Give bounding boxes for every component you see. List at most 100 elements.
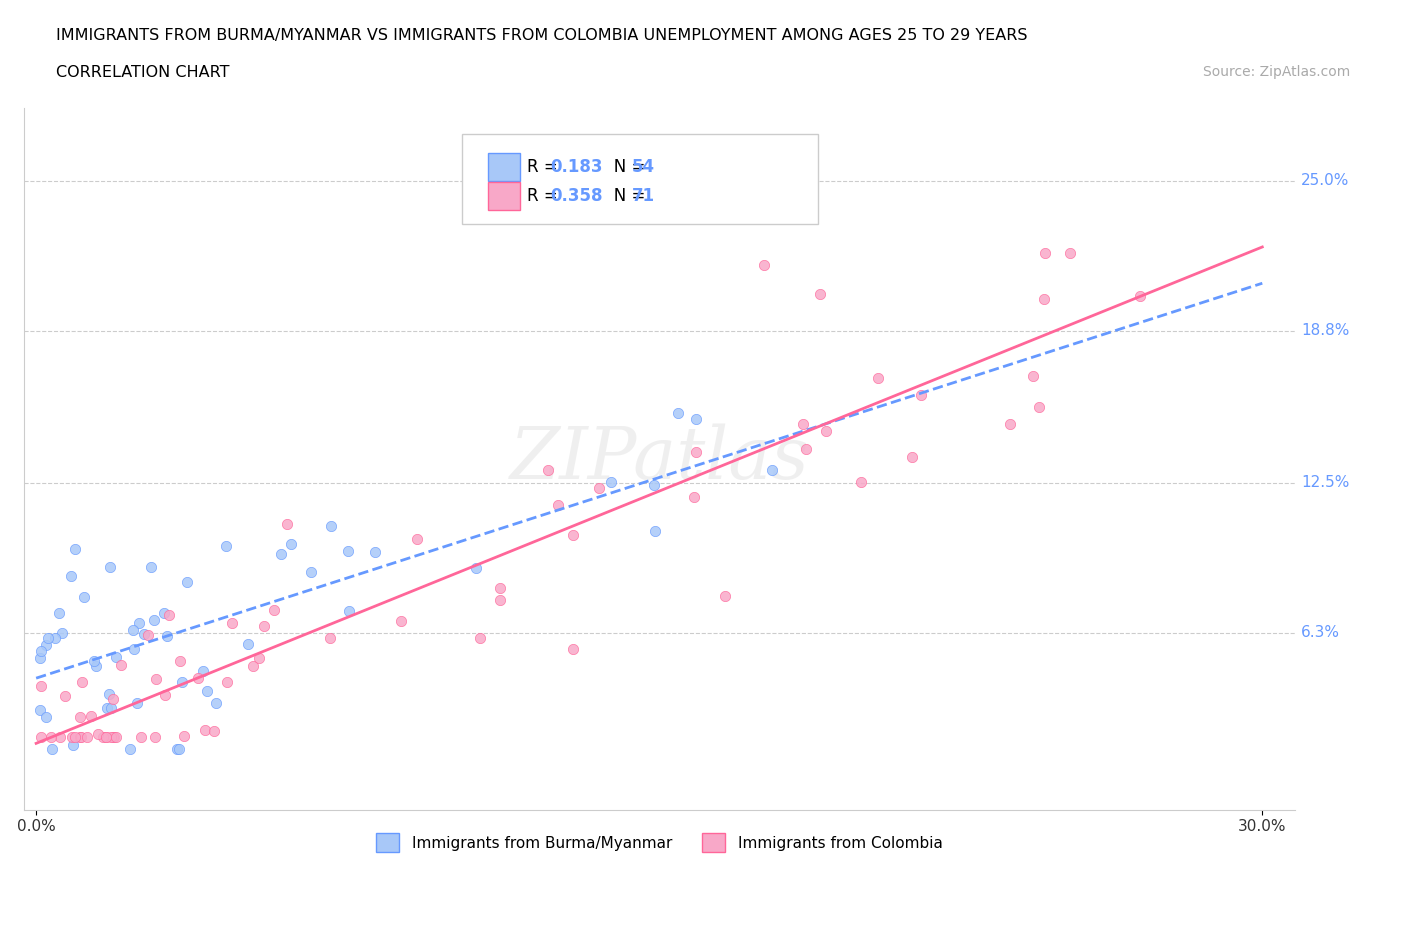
Point xyxy=(236,637,259,652)
Point xyxy=(41,741,63,756)
Point xyxy=(69,710,91,724)
Point xyxy=(547,498,569,512)
FancyBboxPatch shape xyxy=(488,153,520,181)
Point xyxy=(685,411,707,426)
Point xyxy=(100,700,122,715)
Point xyxy=(125,696,148,711)
Point xyxy=(389,614,412,629)
Text: ZIPatlas: ZIPatlas xyxy=(509,423,810,494)
Point xyxy=(465,561,488,576)
Point xyxy=(139,560,162,575)
Point xyxy=(96,700,118,715)
Point xyxy=(53,689,76,704)
Text: CORRELATION CHART: CORRELATION CHART xyxy=(56,65,229,80)
Point xyxy=(30,650,52,665)
Point xyxy=(153,605,176,620)
Point xyxy=(60,729,83,744)
Point xyxy=(253,618,276,633)
FancyBboxPatch shape xyxy=(488,182,520,210)
Point xyxy=(44,631,66,645)
Point xyxy=(69,729,91,744)
Point xyxy=(280,537,302,551)
Point xyxy=(810,286,832,301)
Point xyxy=(100,729,122,744)
Point xyxy=(157,607,180,622)
Point xyxy=(761,463,783,478)
Point xyxy=(666,405,689,420)
Point xyxy=(176,574,198,589)
Point xyxy=(276,517,298,532)
Text: 0.358: 0.358 xyxy=(550,188,603,206)
FancyBboxPatch shape xyxy=(463,134,818,224)
Point xyxy=(62,738,84,753)
Point xyxy=(110,658,132,672)
Point xyxy=(792,417,814,432)
Point xyxy=(195,684,218,698)
Point xyxy=(94,729,117,744)
Point xyxy=(156,629,179,644)
Point xyxy=(901,449,924,464)
Point xyxy=(30,678,52,693)
Point xyxy=(173,728,195,743)
Point xyxy=(1032,291,1054,306)
Point xyxy=(143,729,166,744)
Point xyxy=(30,729,52,744)
Point xyxy=(60,569,83,584)
Point xyxy=(339,604,361,618)
Point xyxy=(87,726,110,741)
Point xyxy=(98,559,121,574)
Point xyxy=(468,631,491,645)
Text: IMMIGRANTS FROM BURMA/MYANMAR VS IMMIGRANTS FROM COLOMBIA UNEMPLOYMENT AMONG AGE: IMMIGRANTS FROM BURMA/MYANMAR VS IMMIGRA… xyxy=(56,28,1028,43)
Point xyxy=(205,696,228,711)
Point xyxy=(537,462,560,477)
Point xyxy=(910,388,932,403)
Point xyxy=(1028,399,1050,414)
Point xyxy=(187,671,209,685)
Point xyxy=(128,616,150,631)
Point xyxy=(169,653,191,668)
Point xyxy=(215,538,238,553)
Point xyxy=(98,687,121,702)
Point xyxy=(91,729,114,744)
Point xyxy=(242,658,264,673)
Point xyxy=(49,729,72,744)
Point xyxy=(94,729,117,744)
Point xyxy=(41,729,63,744)
Point xyxy=(153,687,176,702)
Point xyxy=(562,641,585,656)
Point xyxy=(73,590,96,604)
Point xyxy=(194,723,217,737)
Point xyxy=(124,641,146,656)
Point xyxy=(63,729,86,744)
Text: 54: 54 xyxy=(631,158,655,176)
Point xyxy=(814,424,837,439)
Point xyxy=(562,528,585,543)
Point xyxy=(849,475,872,490)
Point xyxy=(713,589,735,604)
Point xyxy=(143,613,166,628)
Point xyxy=(319,518,342,533)
Point xyxy=(336,543,359,558)
Text: 18.8%: 18.8% xyxy=(1302,323,1350,339)
Point xyxy=(136,627,159,642)
Point xyxy=(70,674,93,689)
Text: N =: N = xyxy=(599,158,651,176)
Point xyxy=(588,481,610,496)
Point xyxy=(794,442,817,457)
Point xyxy=(80,709,103,724)
Point xyxy=(247,650,270,665)
Point xyxy=(405,531,427,546)
Point xyxy=(643,478,665,493)
Point xyxy=(51,625,73,640)
Point xyxy=(1021,368,1043,383)
Point xyxy=(103,729,125,744)
Point xyxy=(118,741,141,756)
Point xyxy=(299,565,322,579)
Point xyxy=(866,371,889,386)
Point xyxy=(600,474,623,489)
Point xyxy=(319,631,342,645)
Point xyxy=(270,546,292,561)
Point xyxy=(103,729,125,744)
Text: Source: ZipAtlas.com: Source: ZipAtlas.com xyxy=(1202,65,1350,79)
Point xyxy=(202,724,225,738)
